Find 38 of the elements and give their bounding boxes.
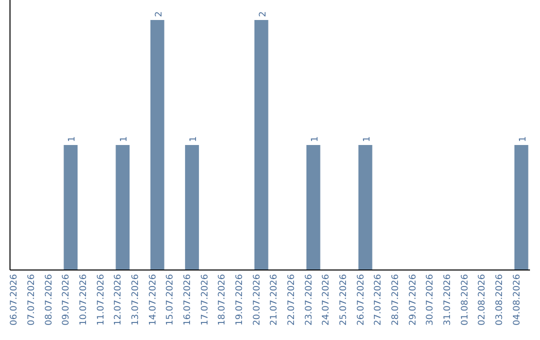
x-tick-label: 14.07.2026 bbox=[148, 274, 158, 326]
x-tick-label: 30.07.2026 bbox=[426, 274, 436, 326]
data-label: 1 bbox=[68, 136, 78, 142]
x-tick-label: 23.07.2026 bbox=[304, 274, 314, 326]
x-tick-label: 28.07.2026 bbox=[390, 274, 401, 326]
x-tick-label: 21.07.2026 bbox=[270, 274, 280, 326]
data-label: 1 bbox=[362, 136, 372, 142]
x-tick-label: 19.07.2026 bbox=[234, 274, 245, 326]
x-tick-label: 29.07.2026 bbox=[408, 274, 418, 326]
x-tick-label: 07.07.2026 bbox=[26, 274, 37, 326]
x-tick-label: 12.07.2026 bbox=[114, 274, 124, 326]
x-tick-label: 08.07.2026 bbox=[44, 274, 54, 326]
x-tick-label: 06.07.2026 bbox=[10, 274, 20, 326]
x-tick-label: 24.07.2026 bbox=[322, 274, 332, 326]
x-tick-label: 22.07.2026 bbox=[286, 274, 297, 326]
data-label: 2 bbox=[154, 11, 164, 17]
x-tick-label: 11.07.2026 bbox=[96, 274, 106, 326]
x-tick-label: 31.07.2026 bbox=[442, 274, 453, 326]
x-tick-label: 10.07.2026 bbox=[78, 274, 89, 326]
x-tick-label: 20.07.2026 bbox=[252, 274, 262, 326]
x-tick-label: 13.07.2026 bbox=[130, 274, 141, 326]
data-label: 1 bbox=[310, 136, 320, 142]
data-label: 1 bbox=[189, 136, 199, 142]
x-tick-label: 15.07.2026 bbox=[166, 274, 176, 326]
x-tick-label: 26.07.2026 bbox=[356, 274, 366, 326]
x-tick-label: 18.07.2026 bbox=[218, 274, 228, 326]
x-tick-label: 16.07.2026 bbox=[182, 274, 193, 326]
x-tick-label: 17.07.2026 bbox=[200, 274, 210, 326]
data-label: 1 bbox=[120, 136, 130, 142]
x-tick-label: 09.07.2026 bbox=[62, 274, 72, 326]
x-tick-label: 25.07.2026 bbox=[338, 274, 349, 326]
x-tick-label: 02.08.2026 bbox=[478, 274, 488, 326]
x-tick-label: 04.08.2026 bbox=[512, 274, 522, 326]
data-label: 2 bbox=[258, 11, 268, 17]
x-tick-label: 27.07.2026 bbox=[374, 274, 384, 326]
x-tick-label: 01.08.2026 bbox=[460, 274, 470, 326]
x-tick-label: 03.08.2026 bbox=[494, 274, 505, 326]
data-label: 1 bbox=[518, 136, 528, 142]
